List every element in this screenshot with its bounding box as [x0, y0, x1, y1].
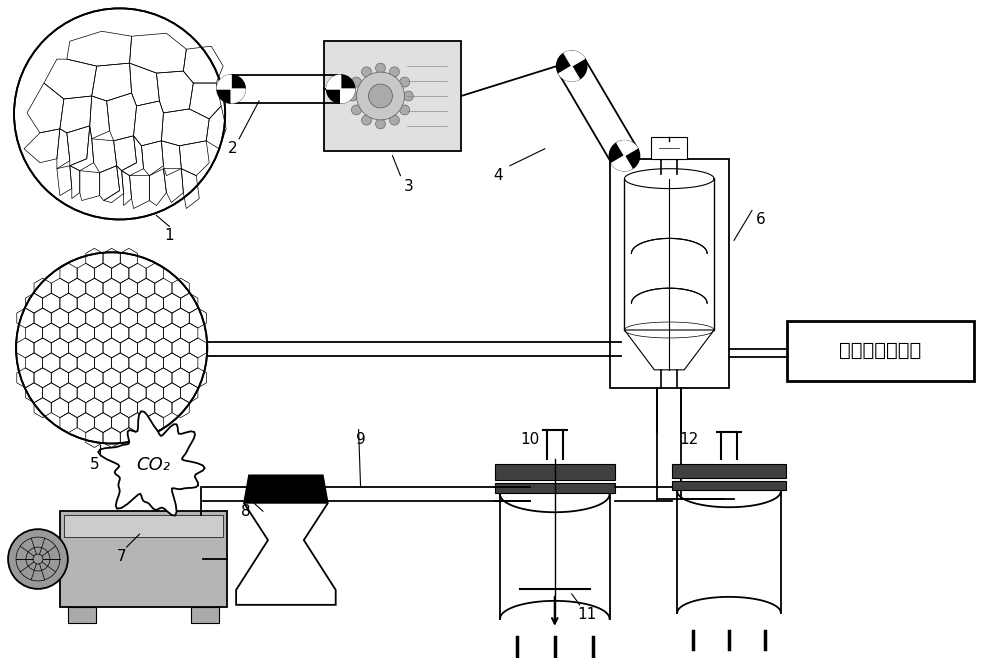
Polygon shape: [231, 89, 245, 103]
Text: CO₂: CO₂: [136, 457, 170, 474]
Polygon shape: [617, 141, 637, 156]
Circle shape: [403, 91, 413, 101]
Circle shape: [16, 252, 207, 444]
Bar: [610, 159, 729, 387]
Circle shape: [351, 77, 361, 87]
Text: 3: 3: [404, 179, 413, 194]
Circle shape: [400, 105, 410, 115]
Circle shape: [362, 67, 372, 77]
Text: 6: 6: [756, 212, 766, 227]
Circle shape: [376, 63, 385, 73]
Circle shape: [610, 141, 639, 171]
Bar: [68, 607, 96, 623]
Bar: [324, 42, 461, 151]
Text: 5: 5: [90, 457, 100, 473]
Circle shape: [327, 75, 355, 103]
Bar: [672, 465, 786, 478]
Polygon shape: [341, 89, 355, 103]
Text: 9: 9: [356, 432, 365, 447]
Bar: [672, 481, 786, 490]
Circle shape: [14, 9, 225, 219]
Bar: [787, 321, 974, 381]
Circle shape: [376, 119, 385, 129]
Text: 4: 4: [493, 167, 503, 183]
Bar: [64, 515, 223, 537]
Polygon shape: [327, 75, 341, 89]
Text: 2: 2: [228, 141, 238, 156]
Circle shape: [400, 77, 410, 87]
Circle shape: [389, 115, 399, 125]
Polygon shape: [236, 475, 336, 605]
Text: 8: 8: [241, 504, 251, 519]
Polygon shape: [559, 66, 579, 81]
Text: 12: 12: [680, 432, 699, 447]
Polygon shape: [217, 75, 231, 89]
Circle shape: [217, 75, 245, 103]
Text: 7: 7: [117, 549, 126, 564]
Circle shape: [8, 529, 68, 589]
Circle shape: [357, 72, 404, 120]
Text: 井下待充填空间: 井下待充填空间: [839, 341, 922, 360]
Text: 10: 10: [520, 432, 539, 447]
Text: 11: 11: [577, 607, 596, 622]
Circle shape: [351, 105, 361, 115]
Circle shape: [362, 115, 372, 125]
Bar: [651, 137, 687, 159]
Polygon shape: [98, 411, 205, 515]
Bar: [60, 511, 227, 607]
Polygon shape: [244, 475, 328, 503]
Circle shape: [369, 84, 392, 108]
Polygon shape: [612, 156, 632, 171]
Polygon shape: [564, 51, 585, 66]
Text: 1: 1: [165, 229, 174, 243]
Circle shape: [389, 67, 399, 77]
Circle shape: [348, 91, 358, 101]
Circle shape: [557, 51, 587, 81]
Bar: [495, 483, 615, 494]
Bar: [495, 465, 615, 480]
Bar: [191, 607, 219, 623]
